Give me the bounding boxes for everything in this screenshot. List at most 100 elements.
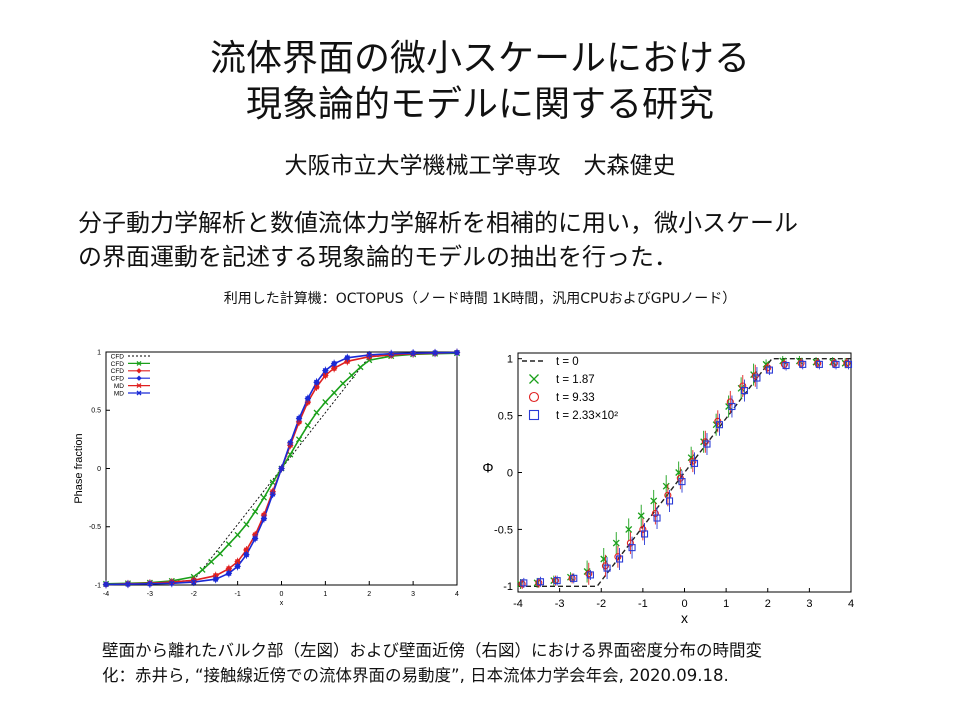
data-point-circle: [585, 570, 593, 578]
data-point-cross: [191, 579, 197, 585]
y-axis-label: Phase fraction: [73, 433, 85, 503]
data-point-circle: [528, 391, 540, 403]
plot-frame: [517, 352, 852, 593]
data-point-cross: [147, 581, 153, 587]
data-point-cross: [226, 566, 232, 572]
data-point-cross: [199, 566, 206, 573]
computer-usage-note: 利用した計算機：OCTOPUS（ノード時間 1K時間，汎用CPUおよびGPUノー…: [223, 291, 737, 307]
x-tick-label: 1: [723, 598, 729, 610]
data-point-circle: [814, 359, 822, 367]
data-point-cross: [243, 547, 250, 553]
data-point-cross: [169, 580, 175, 586]
data-point-square: [690, 459, 699, 467]
legend-label: MD: [114, 383, 124, 390]
y-tick-label: 0.5: [91, 408, 101, 415]
x-tick-label: 3: [411, 591, 415, 598]
data-point-cross: [213, 576, 219, 582]
data-point-cross: [217, 550, 224, 557]
data-point-cross: [612, 539, 620, 547]
data-point-square: [570, 574, 578, 582]
data-point-cross: [295, 436, 303, 443]
data-point-cross: [348, 372, 355, 379]
x-tick-label: -2: [596, 598, 606, 610]
data-point-cross: [278, 465, 285, 472]
data-point-circle: [614, 553, 622, 561]
data-point-cross: [313, 409, 320, 416]
data-point-circle: [689, 457, 697, 465]
data-point-square: [815, 360, 823, 368]
data-point-square: [740, 387, 748, 395]
data-point-cross: [287, 440, 293, 446]
legend-label: CFD: [111, 361, 125, 368]
x-tick-label: -3: [147, 591, 153, 598]
y-tick-label: -1: [95, 582, 101, 589]
x-tick-label: 1: [323, 591, 327, 598]
y-tick-label: 0: [507, 467, 513, 479]
summary-text: 分子動力学解析と数値流体力学解析を相補的に用い，微小スケール の界面運動を記述す…: [78, 206, 918, 274]
data-point-diamond: [136, 368, 142, 374]
data-point-circle: [601, 562, 609, 570]
summary-line-2: の界面運動を記述する現象論的モデルの抽出を行った．: [78, 243, 678, 271]
data-point-cross: [331, 360, 337, 367]
summary-line-1: 分子動力学解析と数値流体力学解析を相補的に用い，微小スケール: [78, 209, 798, 237]
data-point-cross: [625, 525, 633, 533]
data-point-cross: [125, 581, 131, 587]
data-point-square: [520, 579, 528, 587]
x-tick-label: -4: [103, 591, 109, 598]
x-tick-label: -2: [191, 591, 197, 598]
data-point-cross: [454, 349, 460, 356]
x-axis-label: x: [280, 600, 284, 607]
data-point-square: [753, 374, 761, 382]
x-tick-label: 0: [280, 591, 284, 598]
slide-title-line-2: 現象論的モデルに関する研究: [245, 84, 714, 125]
legend-label: t = 2.33×10²: [556, 410, 618, 422]
y-tick-label: -0.5: [89, 524, 101, 531]
data-point-cross: [243, 552, 250, 558]
data-point-cross: [243, 521, 250, 528]
data-point-square: [782, 361, 790, 370]
data-point-square: [586, 571, 594, 579]
left-chart-bulk: -4 -3 -2 -1 0 1 2 3 4 1 0.5 0 -0.5 -1 x Phase fraction C…: [73, 348, 461, 607]
data-point-circle: [535, 579, 543, 587]
data-point-circle: [843, 359, 851, 367]
data-point-diamond: [136, 375, 142, 381]
data-point-square: [765, 366, 773, 374]
data-point-cross: [136, 390, 142, 396]
data-point-cross: [410, 350, 416, 356]
data-point-square: [728, 402, 736, 411]
x-tick-label: 2: [765, 598, 771, 610]
author-affiliation: 大阪市立大学機械工学専攻 大森健史: [284, 153, 676, 179]
data-point-cross: [322, 372, 329, 378]
data-point-cross: [136, 383, 142, 389]
data-point-cross: [234, 559, 241, 565]
legend-label: t = 1.87: [556, 374, 595, 386]
data-point-cross: [331, 389, 338, 396]
legend-label: t = 0: [556, 356, 579, 368]
x-axis-label: x: [681, 610, 688, 626]
y-axis-label: Φ: [482, 460, 493, 476]
data-point-cross: [313, 379, 320, 385]
data-point-square: [616, 555, 624, 563]
data-point-cross: [388, 351, 394, 357]
data-point-square: [715, 421, 724, 429]
data-point-cross: [260, 494, 268, 501]
x-tick-label: -4: [513, 598, 523, 610]
y-tick-label: 1: [97, 349, 101, 356]
y-tick-label: 0: [97, 466, 101, 473]
data-point-square: [640, 530, 649, 538]
data-point-circle: [626, 539, 634, 547]
data-point-circle: [701, 438, 709, 446]
x-tick-label: 3: [806, 598, 812, 610]
x-tick-label: -3: [555, 598, 565, 610]
x-tick-label: 4: [455, 591, 459, 598]
data-point-cross: [432, 350, 438, 356]
data-point-cross: [226, 570, 232, 577]
data-point-square: [703, 440, 711, 448]
data-point-cross: [270, 491, 276, 497]
data-point-circle: [726, 398, 734, 406]
data-point-cross: [252, 535, 258, 542]
legend-label: CFD: [111, 376, 125, 383]
data-point-cross: [234, 531, 241, 538]
data-point-square: [553, 577, 561, 585]
data-point-cross: [261, 515, 267, 522]
